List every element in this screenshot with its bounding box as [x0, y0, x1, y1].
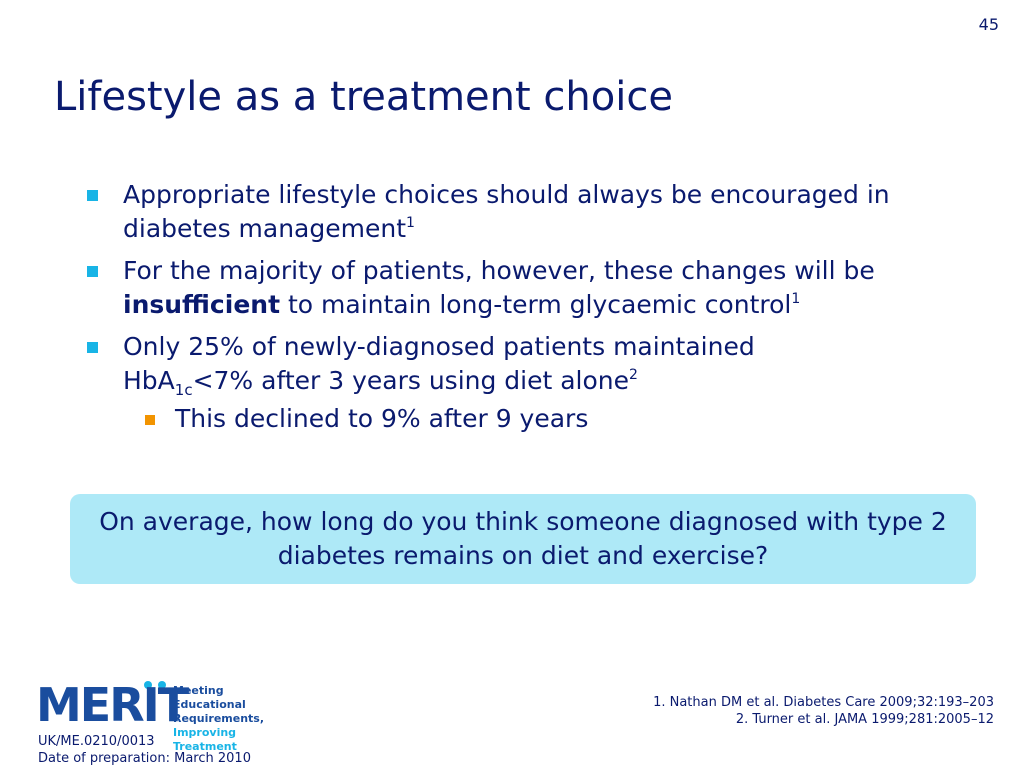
reference-item: 1. Nathan DM et al. Diabetes Care 2009;3…	[653, 695, 994, 710]
bullet-item: Only 25% of newly-diagnosed patients mai…	[85, 330, 985, 436]
bullet-text: Appropriate lifestyle choices should alw…	[123, 180, 890, 243]
reference-marker: 1	[791, 291, 801, 307]
reference-marker: 2	[629, 367, 638, 383]
reference-item: 2. Turner et al. JAMA 1999;281:2005–12	[735, 712, 994, 727]
bullet-text: to maintain long-term glycaemic control	[280, 290, 792, 319]
logo-tagline-line: Improving Treatment	[173, 726, 237, 753]
logo-dot	[144, 681, 152, 689]
sub-bullet-text: This declined to 9% after 9 years	[175, 404, 589, 433]
logo-dot	[158, 681, 166, 689]
bullet-item: For the majority of patients, however, t…	[85, 254, 985, 322]
callout-text: On average, how long do you think someon…	[99, 507, 947, 570]
logo-tagline: Meeting Educational Requirements, Improv…	[173, 684, 296, 754]
merit-logo: MERIT Meeting Educational Requirements, …	[36, 670, 296, 753]
emphasis-text: insufficient	[123, 290, 281, 319]
bullet-marker	[87, 190, 98, 201]
bullet-text: Only 25% of newly-diagnosed patients mai…	[123, 332, 755, 361]
sub-bullet-marker	[145, 415, 155, 425]
document-code: UK/ME.0210/0013	[38, 734, 155, 749]
logo-tagline-line: Requirements,	[173, 712, 265, 725]
references: 1. Nathan DM et al. Diabetes Care 2009;3…	[653, 694, 994, 728]
logo-dots	[144, 674, 172, 693]
hba-subscript: 1c	[174, 381, 193, 399]
bullet-item: Appropriate lifestyle choices should alw…	[85, 178, 985, 246]
document-meta: UK/ME.0210/0013 Date of preparation: Mar…	[38, 733, 251, 767]
sub-bullet-item: This declined to 9% after 9 years	[137, 402, 985, 436]
logo-tagline-line: Meeting Educational	[173, 684, 246, 711]
bullet-list: Appropriate lifestyle choices should alw…	[85, 178, 985, 444]
bullet-marker	[87, 342, 98, 353]
slide-title: Lifestyle as a treatment choice	[54, 74, 673, 120]
logo-wordmark: MERIT	[36, 678, 189, 732]
bullet-text: For the majority of patients, however, t…	[123, 256, 875, 285]
question-callout: On average, how long do you think someon…	[70, 494, 976, 584]
bullet-marker	[87, 266, 98, 277]
preparation-date: Date of preparation: March 2010	[38, 751, 251, 766]
sub-bullet-list: This declined to 9% after 9 years	[123, 402, 985, 436]
page-number: 45	[978, 15, 999, 34]
hba-label: HbA	[123, 366, 175, 395]
reference-marker: 1	[406, 215, 415, 231]
bullet-text: <7% after 3 years using diet alone	[192, 366, 630, 395]
